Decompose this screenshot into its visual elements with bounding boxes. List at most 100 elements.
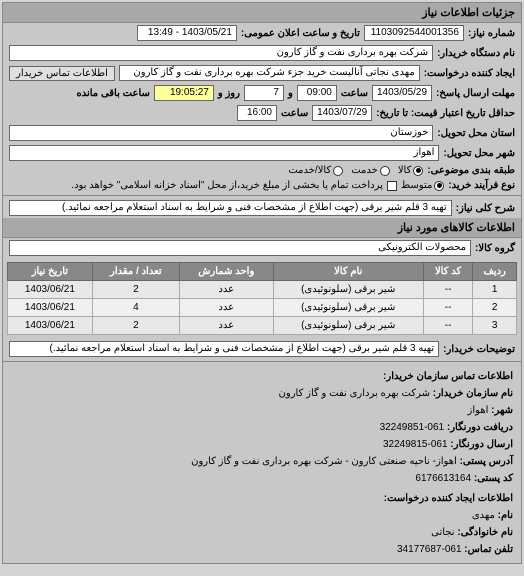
- classification-radio-group: کالا خدمت کالا/خدمت: [288, 165, 423, 176]
- info-city: شهر: اهواز: [11, 403, 513, 419]
- goods-group-label: گروه کالا:: [475, 243, 515, 254]
- reply-deadline-label: مهلت ارسال پاسخ:: [436, 88, 515, 99]
- announce-value: 1403/05/21 - 13:49: [137, 25, 237, 41]
- creator-value: مهدی نجاتی آنالیست خرید جزء شرکت بهره بر…: [119, 65, 420, 81]
- creator-name-line: نام: مهدی: [11, 508, 513, 524]
- table-cell: --: [423, 317, 472, 335]
- creator-phone-label: تلفن تماس:: [464, 544, 513, 555]
- creator-family-line: نام خانوادگی: نجاتی: [11, 525, 513, 541]
- row-buyer-notes: توضیحات خریدار: تهیه 3 قلم شیر برقی (جهت…: [3, 339, 521, 359]
- radio-kala[interactable]: کالا: [398, 165, 424, 176]
- city-value: اهواز: [9, 145, 439, 161]
- creator-family-label: نام خانوادگی:: [457, 527, 513, 538]
- table-cell: شیر برقی (سلونوئیدی): [273, 299, 423, 317]
- table-cell: 1: [473, 281, 517, 299]
- and-label: و: [288, 88, 293, 99]
- creator-name-label: نام:: [498, 510, 513, 521]
- table-cell: 2: [92, 317, 179, 335]
- remaining-time: 19:05:27: [154, 85, 214, 101]
- table-cell: 3: [473, 317, 517, 335]
- radio-khedmat[interactable]: خدمت: [351, 165, 390, 176]
- row-need-desc: شرح کلی نیاز: تهیه 3 قلم شیر برقی (جهت ا…: [3, 198, 521, 218]
- buyer-notes-label: توضیحات خریدار:: [443, 344, 515, 355]
- row-reply-deadline: مهلت ارسال پاسخ: 1403/05/29 ساعت 09:00 و…: [3, 83, 521, 103]
- hour-label-2: ساعت: [281, 108, 308, 119]
- th-code: کد کالا: [423, 263, 472, 281]
- th-unit: واحد شمارش: [179, 263, 273, 281]
- goods-section-title: اطلاعات کالاهای مورد نیاز: [3, 218, 521, 238]
- buyer-org-label: نام دستگاه خریدار:: [437, 48, 515, 59]
- radio-dot-icon: [333, 166, 343, 176]
- table-cell: 1403/06/21: [8, 299, 93, 317]
- info-city-label: شهر:: [491, 405, 513, 416]
- row-classification: طبقه بندی موضوعی: کالا خدمت کالا/خدمت: [3, 163, 521, 178]
- info-fax-recv: دریافت دورنگار: 061-32249851: [11, 420, 513, 436]
- info-city-value: اهواز: [468, 405, 489, 416]
- creator-name-value: مهدی: [472, 510, 495, 521]
- radio-khedmat-label: خدمت: [351, 165, 378, 176]
- buyer-notes-value: تهیه 3 قلم شیر برقی (جهت اطلاع از مشخصات…: [9, 341, 439, 357]
- need-desc-label: شرح کلی نیاز:: [456, 203, 515, 214]
- info-recv-label: دریافت دورنگار:: [447, 422, 513, 433]
- table-cell: 2: [92, 281, 179, 299]
- radio-dot-icon: [434, 181, 444, 191]
- info-postcode-value: 6176613164: [415, 473, 471, 484]
- radio-kala-khedmat[interactable]: کالا/خدمت: [288, 165, 343, 176]
- th-qty: تعداد / مقدار: [92, 263, 179, 281]
- radio-dot-icon: [380, 166, 390, 176]
- table-header-row: ردیف کد کالا نام کالا واحد شمارش تعداد /…: [8, 263, 517, 281]
- creator-family-value: نجاتی: [431, 527, 454, 538]
- validity-label: حداقل تاریخ اعتبار قیمت: تا تاریخ:: [376, 108, 515, 119]
- row-creator: ایجاد کننده درخواست: مهدی نجاتی آنالیست …: [3, 63, 521, 83]
- contact-title: اطلاعات تماس سازمان خریدار:: [383, 371, 513, 382]
- info-postcode-label: کد پستی:: [474, 473, 513, 484]
- row-buyer-org: نام دستگاه خریدار: شرکت بهره برداری نفت …: [3, 43, 521, 63]
- announce-label: تاریخ و ساعت اعلان عمومی:: [241, 28, 360, 39]
- validity-date: 1403/07/29: [312, 105, 372, 121]
- validity-time: 16:00: [237, 105, 277, 121]
- process-label: نوع فرآیند خرید:: [448, 180, 515, 191]
- classification-label: طبقه بندی موضوعی:: [427, 165, 515, 176]
- radio-medium-label: متوسط: [401, 180, 432, 191]
- table-cell: 2: [473, 299, 517, 317]
- th-name: نام کالا: [273, 263, 423, 281]
- table-container: ردیف کد کالا نام کالا واحد شمارش تعداد /…: [3, 258, 521, 339]
- roz-label: روز و: [218, 88, 240, 99]
- info-org: نام سازمان خریدار: شرکت بهره برداری نفت …: [11, 386, 513, 402]
- info-postal: آدرس پستی: اهواز- ناحیه صنعتی کارون - شر…: [11, 454, 513, 470]
- row-validity: حداقل تاریخ اعتبار قیمت: تا تاریخ: 1403/…: [3, 103, 521, 123]
- radio-dot-icon: [413, 166, 423, 176]
- table-cell: --: [423, 281, 472, 299]
- creator-phone-line: تلفن تماس: 061-34177687: [11, 542, 513, 558]
- table-row: 1--شیر برقی (سلونوئیدی)عدد21403/06/21: [8, 281, 517, 299]
- info-recv-value: 061-32249851: [380, 422, 445, 433]
- table-cell: 1403/06/21: [8, 281, 93, 299]
- row-process: نوع فرآیند خرید: متوسط پرداخت تمام یا بخ…: [3, 178, 521, 193]
- info-send-label: ارسال دورنگار:: [450, 439, 513, 450]
- deadline-time: 09:00: [297, 85, 337, 101]
- creator-phone-value: 061-34177687: [397, 544, 462, 555]
- province-label: استان محل تحویل:: [437, 128, 515, 139]
- table-row: 3--شیر برقی (سلونوئیدی)عدد21403/06/21: [8, 317, 517, 335]
- hour-label-1: ساعت: [341, 88, 368, 99]
- info-org-value: شرکت بهره برداری نفت و گاز کارون: [279, 388, 430, 399]
- process-note: پرداخت تمام یا بخشی از مبلغ خرید،از محل …: [71, 180, 383, 191]
- radio-medium[interactable]: متوسط: [401, 180, 444, 191]
- need-no-value: 1103092544001356: [364, 25, 464, 41]
- table-cell: عدد: [179, 281, 273, 299]
- province-value: خوزستان: [9, 125, 433, 141]
- page-title: جزئیات اطلاعات نیاز: [3, 3, 521, 23]
- table-cell: --: [423, 299, 472, 317]
- need-desc-value: تهیه 3 قلم شیر برقی (جهت اطلاع از مشخصات…: [9, 200, 452, 216]
- divider: [3, 195, 521, 196]
- city-label: شهر محل تحویل:: [443, 148, 515, 159]
- contact-buyer-button[interactable]: اطلاعات تماس خریدار: [9, 66, 115, 81]
- buyer-org-value: شرکت بهره برداری نفت و گاز کارون: [9, 45, 433, 61]
- info-postal-label: آدرس پستی:: [460, 456, 513, 467]
- radio-kala-label: کالا: [398, 165, 412, 176]
- remain-label: ساعت باقی مانده: [76, 88, 149, 99]
- row-goods-group: گروه کالا: محصولات الکترونیکی: [3, 238, 521, 258]
- need-no-label: شماره نیاز:: [468, 28, 515, 39]
- info-postal-value: اهواز- ناحیه صنعتی کارون - شرکت بهره برد…: [191, 456, 457, 467]
- checkbox-treasury[interactable]: [387, 181, 397, 191]
